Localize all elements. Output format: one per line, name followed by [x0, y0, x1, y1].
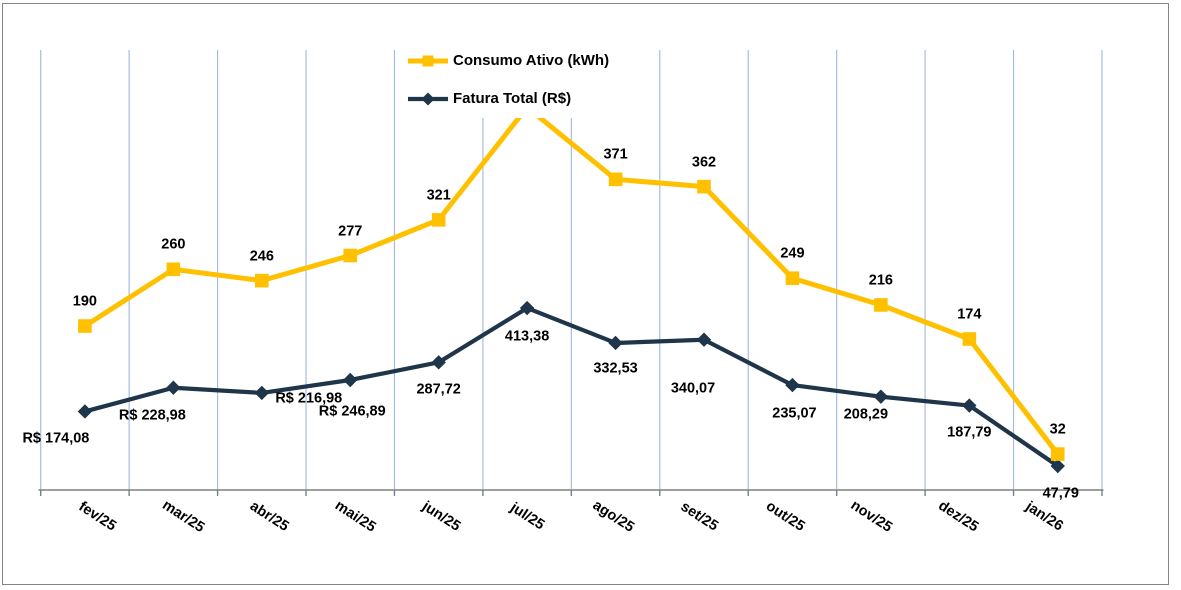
fatura-data-label: R$ 174,08 [22, 430, 90, 447]
consumo-data-label: 32 [1049, 421, 1066, 438]
consumo-data-label: 190 [72, 293, 98, 310]
fatura-marker [962, 398, 977, 413]
consumo-data-label: 260 [161, 236, 186, 253]
consumo-data-label: 362 [691, 154, 717, 171]
consumo-data-label: 321 [426, 187, 451, 204]
legend-item-fatura[interactable]: Fatura Total (R$) [453, 90, 572, 107]
consumo-marker [166, 262, 181, 277]
fatura-data-label: 413,38 [504, 328, 550, 345]
fatura-data-label: R$ 228,98 [118, 407, 186, 424]
legend-diamond-icon [421, 92, 435, 106]
consumo-line [83, 104, 1060, 456]
fatura-data-label: R$ 216,98 [275, 390, 343, 407]
consumo-marker [1050, 447, 1065, 461]
consumo-data-label: 246 [249, 248, 274, 265]
consumo-marker [697, 179, 711, 194]
fatura-data-label: 187,79 [947, 424, 992, 441]
consumo-marker [608, 172, 623, 187]
fatura-marker [343, 372, 358, 388]
consumo-data-label: 277 [338, 223, 363, 240]
consumo-marker [431, 213, 446, 227]
consumo-marker [785, 271, 800, 286]
fatura-data-label: 47,79 [1042, 485, 1079, 502]
legend-background [396, 40, 658, 118]
fatura-marker [873, 389, 889, 404]
fatura-data-label: 332,53 [593, 360, 638, 377]
fatura-data-label: 235,07 [772, 405, 817, 422]
consumo-marker [962, 332, 977, 346]
legend-item-consumo[interactable]: Consumo Ativo (kWh) [453, 52, 610, 69]
consumo-data-label: 249 [780, 245, 805, 262]
fatura-data-label: 208,29 [843, 406, 889, 423]
consumo-marker [78, 319, 92, 333]
consumo-data-label: 216 [868, 272, 893, 289]
consumo-marker [255, 273, 269, 288]
fatura-data-label: 287,72 [416, 381, 461, 398]
fatura-marker [785, 377, 800, 393]
fatura-data-label: 340,07 [670, 380, 716, 397]
fatura-marker [431, 355, 446, 370]
fatura-marker [254, 385, 269, 401]
fatura-marker [166, 380, 181, 395]
fatura-marker [519, 300, 535, 316]
legend-square-icon [422, 55, 434, 67]
chart-border [2, 3, 1169, 585]
fatura-marker [608, 335, 623, 351]
consumo-data-label: 371 [603, 146, 628, 163]
fatura-marker [1050, 458, 1065, 474]
fatura-marker [77, 404, 93, 419]
fatura-line [84, 305, 1059, 468]
fatura-data-label: R$ 246,89 [318, 403, 386, 420]
consumo-data-label: 174 [957, 306, 982, 323]
consumo-marker [343, 248, 358, 263]
fatura-marker [696, 332, 712, 347]
consumo-marker [874, 298, 888, 312]
